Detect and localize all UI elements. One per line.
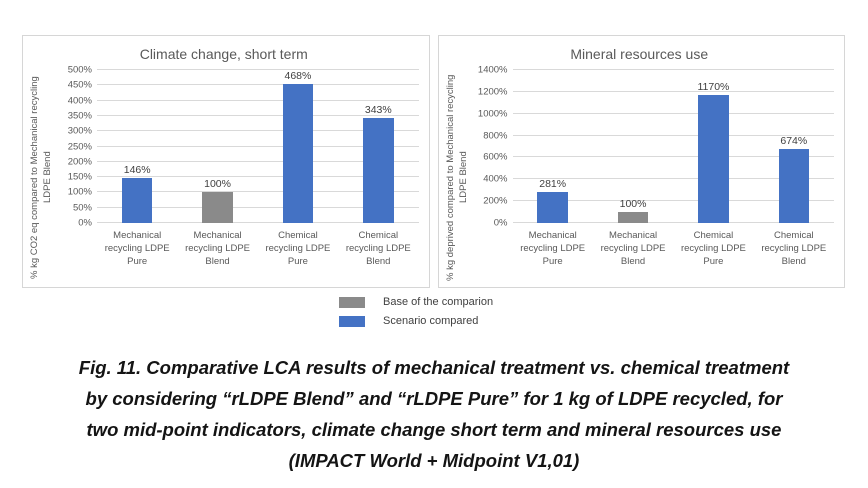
y-tick-label: 150% — [67, 171, 92, 183]
legend-item-base-of-comparison: Base of the comparion — [339, 296, 529, 308]
gridline — [97, 191, 419, 193]
bar-value-label: 468% — [284, 70, 312, 82]
gridline — [97, 145, 419, 147]
bar-value-label: 146% — [123, 164, 151, 177]
bar-slot: 281% — [513, 70, 593, 223]
x-category-label: Chemical recycling LDPE Blend — [761, 230, 827, 267]
bar-slot: 100% — [177, 70, 257, 223]
y-tick-label: 50% — [72, 202, 92, 214]
bar-slot: 100% — [593, 70, 673, 223]
y-tick-label: 400% — [483, 173, 508, 185]
gridline — [512, 156, 834, 158]
x-category-label: Chemical recycling LDPE Pure — [680, 230, 746, 267]
chart-title: Mineral resources use — [570, 46, 709, 62]
y-tick-label: 500% — [67, 64, 92, 76]
bar-value-label: 674% — [780, 135, 808, 148]
x-category-label: Mechanical recycling LDPE Pure — [520, 230, 586, 267]
bar-slot: 468% — [258, 70, 338, 223]
y-tick-label: 100% — [67, 186, 92, 198]
chart-title: Climate change, short term — [139, 46, 308, 62]
caption-line: by considering “rLDPE Blend” and “rLDPE … — [85, 388, 783, 409]
legend-label: Base of the comparion — [383, 296, 494, 308]
x-category-label: Chemical recycling LDPE Blend — [345, 230, 411, 267]
gridline — [512, 178, 834, 180]
bar-slot: 146% — [97, 70, 177, 223]
gridline — [97, 222, 419, 223]
plot-area: 281% 100% 1170% 674% — [512, 69, 835, 223]
bars-group: 281% 100% 1170% 674% — [513, 70, 835, 223]
y-axis-ticks: 0% 50% 100% 150% 200% 250% 300% 350% 400% 450% 500… — [57, 65, 97, 229]
gridline — [97, 176, 419, 178]
bar-value-label: 1170% — [697, 81, 730, 94]
plot-area: 146% 100% 468% 343% — [97, 69, 419, 223]
bar-value-label: 100% — [204, 178, 231, 191]
bar-value-label: 343% — [364, 104, 392, 117]
y-tick-label: 1200% — [477, 86, 508, 98]
legend-swatch-gray — [339, 296, 365, 308]
x-category-label: Mechanical recycling LDPE Blend — [600, 230, 666, 267]
gridline — [97, 84, 419, 86]
gridline — [97, 160, 419, 162]
gridline — [97, 114, 419, 116]
gridline — [97, 99, 419, 101]
gridline — [512, 112, 834, 114]
x-category-label: Mechanical recycling LDPE Blend — [185, 230, 251, 267]
gridline — [512, 222, 834, 223]
y-tick-label: 600% — [483, 151, 508, 163]
x-axis-labels: Mechanical recycling LDPE Pure Mechanical… — [513, 230, 835, 268]
y-axis-ticks: 0% 200% 400% 600% 800% 1000% 1200% 1400% — [473, 65, 513, 229]
bar — [617, 212, 649, 223]
y-tick-label: 200% — [67, 156, 92, 168]
y-tick-label: 200% — [483, 195, 508, 207]
y-tick-label: 400% — [67, 95, 92, 107]
bar — [202, 192, 233, 223]
chart-panel-climate-change: Climate change, short term % kg CO2 eq c… — [22, 35, 430, 288]
y-tick-label: 1000% — [477, 108, 508, 120]
y-tick-label: 1400% — [477, 64, 508, 76]
gridline — [512, 90, 834, 92]
figure-caption: Fig. 11. Comparative LCA results of mech… — [0, 352, 868, 476]
y-tick-label: 300% — [67, 125, 92, 137]
gridline — [97, 69, 419, 70]
caption-line: (IMPACT World + Midpoint V1,01) — [288, 450, 580, 471]
y-tick-label: 0% — [78, 217, 92, 229]
bar — [282, 84, 314, 223]
y-tick-label: 450% — [67, 79, 92, 91]
charts-row: Climate change, short term % kg CO2 eq c… — [22, 35, 845, 288]
gridline — [512, 69, 834, 70]
legend-label: Scenario compared — [383, 315, 479, 327]
y-tick-label: 0% — [493, 217, 508, 229]
chart-panel-mineral-resources: Mineral resources use % kg deprived comp… — [437, 35, 845, 288]
bars-group: 146% 100% 468% 343% — [97, 70, 419, 223]
x-category-label: Chemical recycling LDPE Pure — [265, 230, 331, 267]
gridline — [97, 130, 419, 132]
bar-value-label: 100% — [619, 198, 647, 211]
gridline — [97, 206, 419, 208]
x-category-label: Mechanical recycling LDPE Pure — [104, 230, 170, 267]
x-axis-labels: Mechanical recycling LDPE Pure Mechanical… — [97, 230, 419, 268]
bar-slot: 343% — [338, 70, 418, 223]
bar-slot: 674% — [754, 70, 834, 223]
y-tick-label: 250% — [67, 141, 92, 152]
chart-legend: Base of the comparion Scenario compared — [0, 296, 868, 327]
bar — [537, 192, 568, 223]
y-axis-title: % kg CO2 eq compared to Mechanical recyc… — [29, 76, 53, 279]
legend-item-scenario-compared: Scenario compared — [339, 315, 529, 327]
bar — [778, 149, 810, 223]
y-tick-label: 350% — [67, 110, 92, 122]
gridline — [512, 134, 834, 136]
gridline — [512, 200, 834, 202]
caption-line: two mid-point indicators, climate change… — [86, 419, 782, 440]
bar — [121, 178, 153, 223]
bar-value-label: 281% — [539, 178, 567, 191]
legend-swatch-blue — [339, 315, 365, 327]
y-axis-title: % kg deprived compared to Mechanical rec… — [444, 74, 469, 281]
bar — [363, 118, 394, 223]
y-tick-label: 800% — [483, 130, 508, 142]
bar — [698, 95, 729, 223]
caption-line: Fig. 11. Comparative LCA results of mech… — [78, 357, 790, 378]
bar-slot: 1170% — [673, 70, 753, 223]
